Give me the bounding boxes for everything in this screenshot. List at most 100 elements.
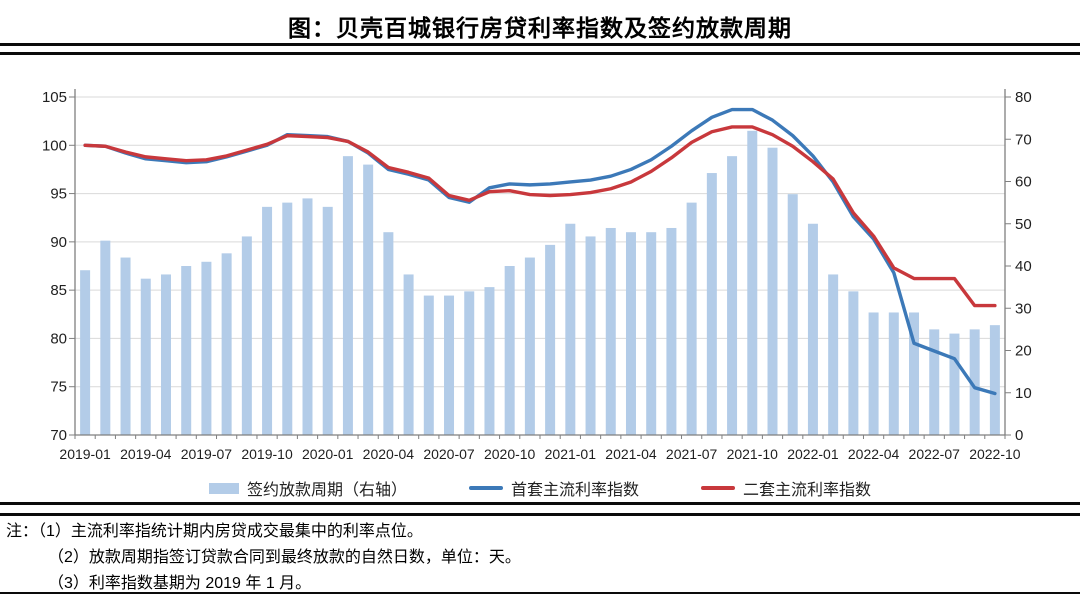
bar-loan-cycle xyxy=(929,329,940,435)
x-axis-label: 2021-10 xyxy=(727,446,779,462)
legend-label-second-home-index: 二套主流利率指数 xyxy=(743,482,872,499)
bar-loan-cycle xyxy=(403,274,414,435)
bar-loan-cycle xyxy=(868,312,879,435)
legend-swatch-first-home-line xyxy=(468,486,503,490)
y-axis-label-right: 60 xyxy=(1015,174,1032,191)
bar-loan-cycle xyxy=(646,232,657,435)
legend-item-first-home-index: 首套主流利率指数 xyxy=(468,476,639,500)
bar-loan-cycle xyxy=(969,329,980,435)
bar-loan-cycle xyxy=(241,236,252,435)
x-axis-label: 2022-04 xyxy=(848,446,900,462)
x-axis-label: 2019-07 xyxy=(181,446,233,462)
y-axis-label-left: 80 xyxy=(50,330,67,347)
y-axis-label-left: 105 xyxy=(42,89,67,106)
legend: 签约放款周期（右轴） 首套主流利率指数 二套主流利率指数 xyxy=(0,476,1080,500)
y-axis-label-right: 10 xyxy=(1015,385,1032,402)
x-axis-label: 2020-10 xyxy=(484,446,536,462)
notes-rule-bottom xyxy=(0,513,1080,516)
bar-loan-cycle xyxy=(322,206,333,435)
bar-loan-cycle xyxy=(363,164,374,435)
y-axis-label-left: 85 xyxy=(50,282,67,299)
line-second-home-index xyxy=(83,125,997,308)
line-first-home-index xyxy=(83,107,997,396)
bar-loan-cycle xyxy=(605,227,616,435)
legend-label-loan-cycle: 签约放款周期（右轴） xyxy=(246,482,407,499)
bar-loan-cycle xyxy=(989,325,1000,435)
y-axis-label-left: 100 xyxy=(42,137,67,154)
bar-loan-cycle xyxy=(342,156,353,435)
y-axis-label-left: 75 xyxy=(50,379,67,396)
legend-swatch-bar xyxy=(208,482,239,494)
bar-loan-cycle xyxy=(181,266,192,435)
notes-block: 注：（1）主流利率指统计期内房贷成交最集中的利率点位。 （2）放款周期指签订贷款… xyxy=(6,519,1066,597)
bar-loan-cycle xyxy=(828,274,839,435)
bar-loan-cycle xyxy=(160,274,171,435)
y-axis-label-right: 80 xyxy=(1015,89,1032,106)
bar-loan-cycle xyxy=(484,287,495,435)
x-axis-label: 2021-01 xyxy=(545,446,597,462)
title-rule-bottom xyxy=(0,52,1080,55)
bar-loan-cycle xyxy=(706,173,717,436)
bar-loan-cycle xyxy=(848,291,859,435)
x-axis-label: 2019-04 xyxy=(120,446,172,462)
y-axis-label-right: 40 xyxy=(1015,258,1032,275)
note-line-3: （3）利率指数基期为 2019 年 1 月。 xyxy=(48,575,312,592)
bar-loan-cycle xyxy=(100,240,111,435)
x-axis-label: 2021-07 xyxy=(666,446,718,462)
bar-loan-cycle xyxy=(888,312,899,435)
y-axis-label-right: 20 xyxy=(1015,343,1032,360)
y-axis-label-right: 70 xyxy=(1015,131,1032,148)
bar-loan-cycle xyxy=(423,295,434,435)
x-axis-label: 2022-07 xyxy=(909,446,961,462)
bar-loan-cycle xyxy=(565,223,576,435)
bar-loan-cycle xyxy=(221,253,232,435)
legend-item-second-home-index: 二套主流利率指数 xyxy=(701,476,871,500)
bar-loan-cycle xyxy=(787,194,798,435)
legend-label-first-home-index: 首套主流利率指数 xyxy=(510,482,639,499)
bar-loan-cycle xyxy=(666,227,677,435)
bar-loan-cycle xyxy=(727,156,738,435)
bar-loan-cycle xyxy=(140,278,151,435)
chart-canvas: 70 75 80 85 90 95 100 105 0 10 20 30 40 50 60 70 80 2019-… xyxy=(42,89,1032,462)
bar-loan-cycle xyxy=(262,206,273,435)
bar-loan-cycle xyxy=(80,270,91,435)
title-rule-top xyxy=(0,43,1080,46)
y-axis-label-right: 0 xyxy=(1015,427,1023,444)
bar-loan-cycle xyxy=(383,232,394,435)
y-axis-label-left: 95 xyxy=(50,186,67,203)
x-axis-label: 2019-01 xyxy=(59,446,111,462)
bar-loan-cycle xyxy=(120,257,131,435)
bar-loan-cycle xyxy=(201,261,212,435)
x-axis-label: 2019-10 xyxy=(241,446,293,462)
x-axis-label: 2022-10 xyxy=(969,446,1021,462)
bar-loan-cycle xyxy=(625,232,636,435)
bar-loan-cycle xyxy=(686,202,697,435)
y-axis-label-left: 90 xyxy=(50,234,67,251)
legend-swatch-second-home-line xyxy=(701,486,735,490)
bar-loan-cycle xyxy=(807,223,818,435)
bar-loan-cycle xyxy=(747,130,758,436)
x-axis-label: 2020-01 xyxy=(302,446,354,462)
bar-loan-cycle xyxy=(767,147,778,435)
bar-loan-cycle xyxy=(464,291,475,435)
x-axis-label: 2020-07 xyxy=(423,446,475,462)
page-bottom-rule xyxy=(0,592,1080,594)
bar-loan-cycle xyxy=(949,333,960,435)
bar-loan-cycle xyxy=(302,198,313,435)
x-axis-label: 2022-01 xyxy=(787,446,839,462)
bar-loan-cycle xyxy=(524,257,535,435)
bar-loan-cycle xyxy=(545,244,556,435)
bar-loan-cycle xyxy=(585,236,596,435)
y-axis-label-left: 70 xyxy=(50,427,67,444)
x-axis-label: 2020-04 xyxy=(363,446,415,462)
bar-loan-cycle xyxy=(504,266,515,435)
bar-loan-cycle xyxy=(444,295,455,435)
bar-loan-cycle xyxy=(282,202,293,435)
x-axis-label: 2021-04 xyxy=(605,446,657,462)
chart-title: 图：贝壳百城银行房贷利率指数及签约放款周期 xyxy=(288,15,792,41)
y-axis-label-right: 30 xyxy=(1015,300,1032,317)
notes-rule-top xyxy=(0,502,1080,505)
note-line-2: （2）放款周期指签订贷款合同到最终放款的自然日数，单位：天。 xyxy=(48,549,521,566)
legend-item-loan-cycle: 签约放款周期（右轴） xyxy=(208,476,407,500)
